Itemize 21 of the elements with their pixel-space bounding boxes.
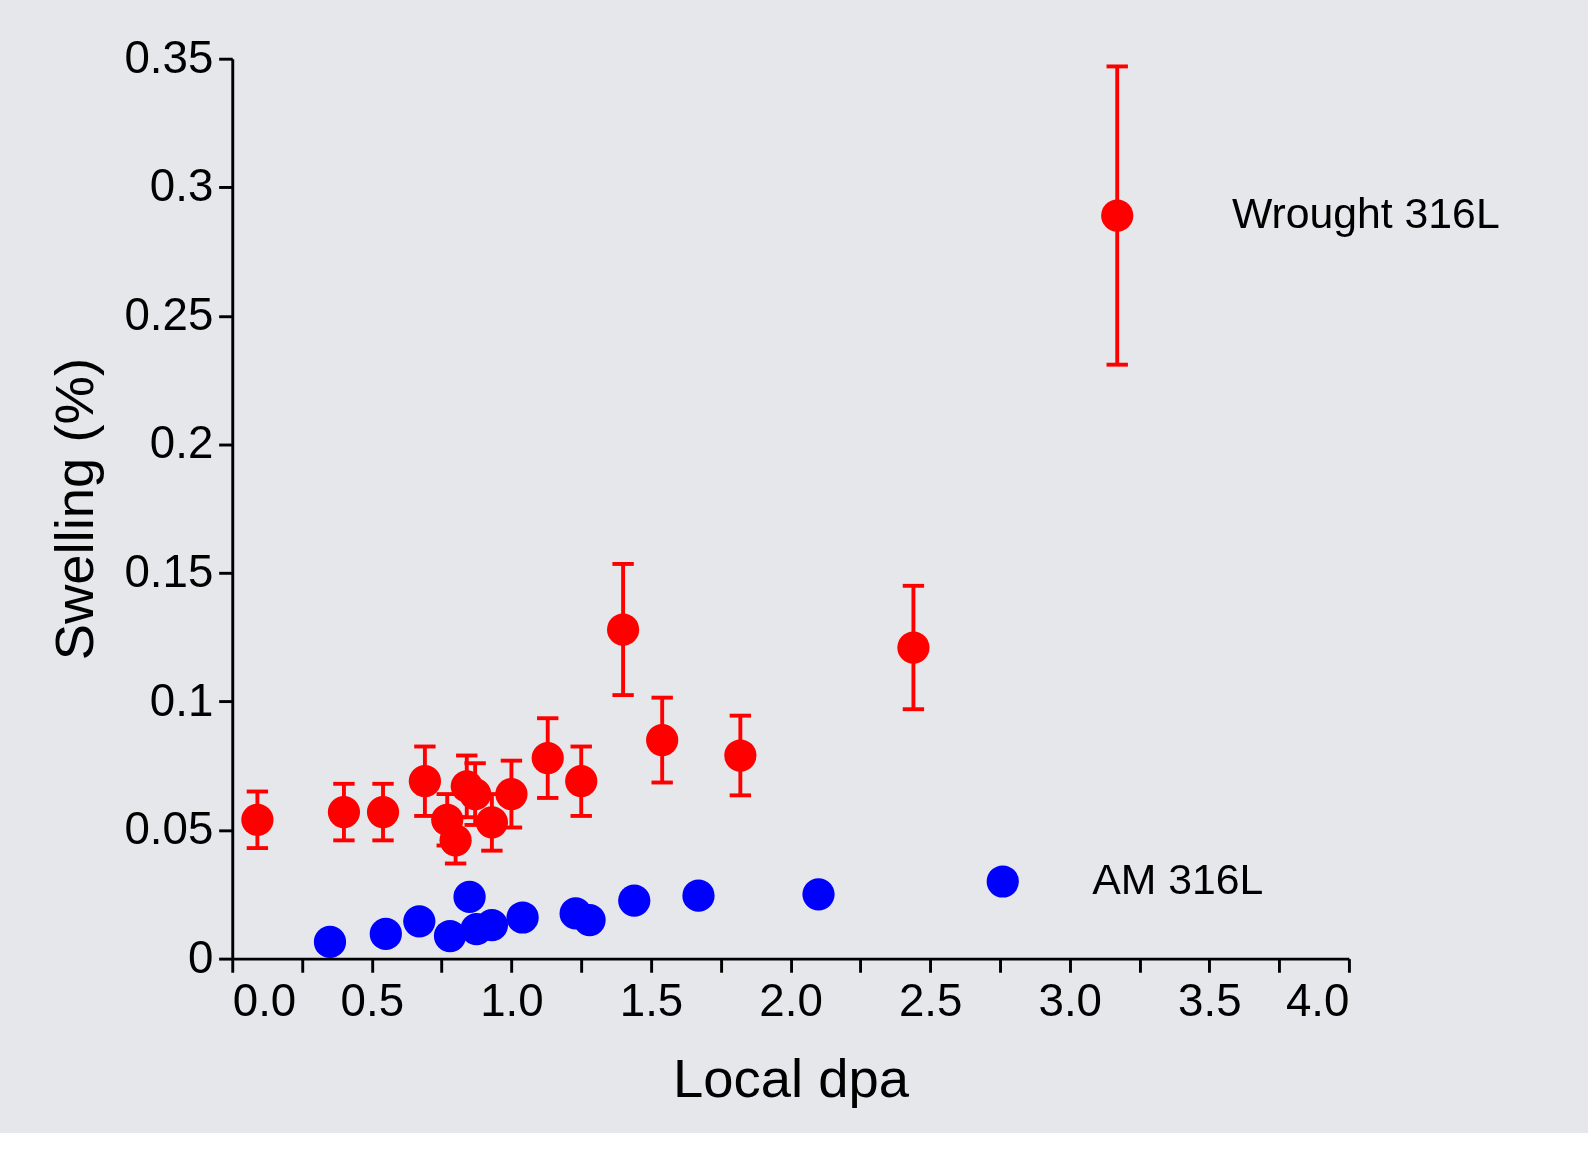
x-tick-label: 0.5 [340,975,405,1027]
y-tick-label: 0.2 [149,417,214,469]
x-tick-label: 1.5 [619,975,684,1027]
x-tick-label: 1.0 [480,975,544,1027]
y-tick-label: 0.15 [124,546,214,598]
x-tick-label: 2.0 [759,975,823,1027]
x-tick-label: 2.5 [898,975,963,1027]
y-tick-label: 0.25 [124,288,214,340]
y-tick-label: 0.35 [124,31,214,83]
x-tick-label: 0.0 [232,975,297,1027]
y-tick-label: 0.05 [124,803,214,855]
y-tick-label: 0.3 [149,160,214,212]
y-tick-label: 0.1 [149,674,214,726]
x-tick-label: 4.0 [1285,975,1350,1027]
y-axis-title: Swelling (%) [44,357,106,661]
text: Wrought 316L [1231,189,1500,238]
series-label: AM 316L [1092,855,1264,904]
x-tick-label: 3.0 [1038,975,1102,1027]
y-tick-label: 0 [187,931,214,983]
x-axis-title: Local dpa [673,1048,910,1110]
x-tick-label: 3.5 [1178,975,1242,1027]
